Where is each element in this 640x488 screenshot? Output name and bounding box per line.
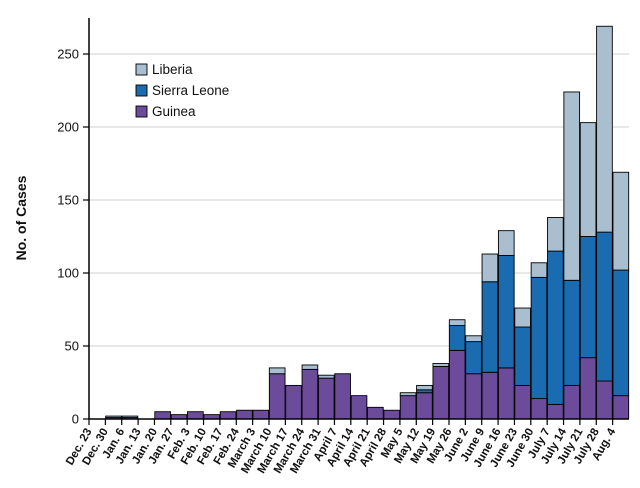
bar-sierra-leone xyxy=(579,236,597,359)
bar-sierra-leone xyxy=(612,269,630,397)
bar-sierra-leone xyxy=(514,326,531,386)
bar-liberia xyxy=(121,415,139,418)
bar-guinea xyxy=(547,403,564,420)
y-tick-label: 150 xyxy=(57,193,79,208)
bars xyxy=(105,25,630,420)
bar-guinea xyxy=(252,409,270,420)
bar-guinea xyxy=(219,411,237,420)
bar-liberia xyxy=(317,374,335,379)
bar-guinea xyxy=(432,365,450,420)
bar-sierra-leone xyxy=(530,276,548,400)
bar-liberia xyxy=(579,122,597,237)
bar-guinea xyxy=(236,409,253,420)
bar-guinea xyxy=(187,411,204,420)
legend-swatch xyxy=(135,84,148,97)
bar-liberia xyxy=(563,91,581,281)
bar-guinea xyxy=(530,398,548,420)
bar-liberia xyxy=(399,392,417,397)
bar-guinea xyxy=(383,409,401,420)
legend-label: Guinea xyxy=(152,104,196,119)
bar-sierra-leone xyxy=(481,281,499,373)
bar-guinea xyxy=(154,411,171,420)
bar-guinea xyxy=(334,373,351,420)
bar-guinea xyxy=(465,373,482,420)
bar-guinea xyxy=(481,371,499,420)
bar-guinea xyxy=(317,377,335,420)
bar-guinea xyxy=(301,368,319,420)
legend-swatch xyxy=(135,105,148,118)
bar-sierra-leone xyxy=(497,255,515,369)
y-tick-label: 100 xyxy=(57,266,79,281)
bar-liberia xyxy=(530,262,548,278)
bar-liberia xyxy=(448,319,466,327)
bar-liberia xyxy=(416,384,433,391)
bar-liberia xyxy=(301,364,319,370)
bar-liberia xyxy=(497,230,515,256)
bar-liberia xyxy=(105,415,122,418)
bar-guinea xyxy=(268,373,286,420)
bar-sierra-leone xyxy=(448,325,466,351)
bar-liberia xyxy=(612,171,630,271)
bar-liberia xyxy=(481,253,499,283)
y-axis-ticks: 0 50 100 150 200 250 xyxy=(57,47,89,427)
bar-guinea xyxy=(497,367,515,420)
bar-liberia xyxy=(514,307,531,328)
bar-guinea xyxy=(514,384,531,420)
bar-sierra-leone xyxy=(596,231,613,382)
legend-label: Sierra Leone xyxy=(152,83,229,98)
y-axis-label: No. of Cases xyxy=(13,175,29,260)
bar-guinea xyxy=(579,357,597,420)
bar-guinea xyxy=(350,395,368,420)
bar-guinea xyxy=(416,392,433,420)
bar-liberia xyxy=(596,25,613,233)
y-tick-label: 50 xyxy=(65,339,79,354)
bar-guinea xyxy=(399,395,417,420)
bar-sierra-leone xyxy=(547,250,564,405)
bar-guinea xyxy=(563,384,581,420)
bar-sierra-leone xyxy=(563,279,581,386)
bar-guinea xyxy=(612,395,630,420)
y-tick-label: 200 xyxy=(57,120,79,135)
bar-sierra-leone xyxy=(465,341,482,375)
bar-guinea xyxy=(285,384,302,420)
legend-label: Liberia xyxy=(152,62,193,77)
bar-guinea xyxy=(596,380,613,420)
bar-guinea xyxy=(448,349,466,420)
y-tick-label: 0 xyxy=(72,412,79,427)
bar-liberia xyxy=(432,363,450,367)
bar-guinea xyxy=(367,406,384,420)
legend-swatch xyxy=(135,63,148,76)
bar-liberia xyxy=(268,367,286,375)
bar-liberia xyxy=(547,217,564,252)
legend: Liberia Sierra Leone Guinea xyxy=(135,62,229,119)
bar-liberia xyxy=(465,335,482,343)
y-tick-label: 250 xyxy=(57,47,79,62)
